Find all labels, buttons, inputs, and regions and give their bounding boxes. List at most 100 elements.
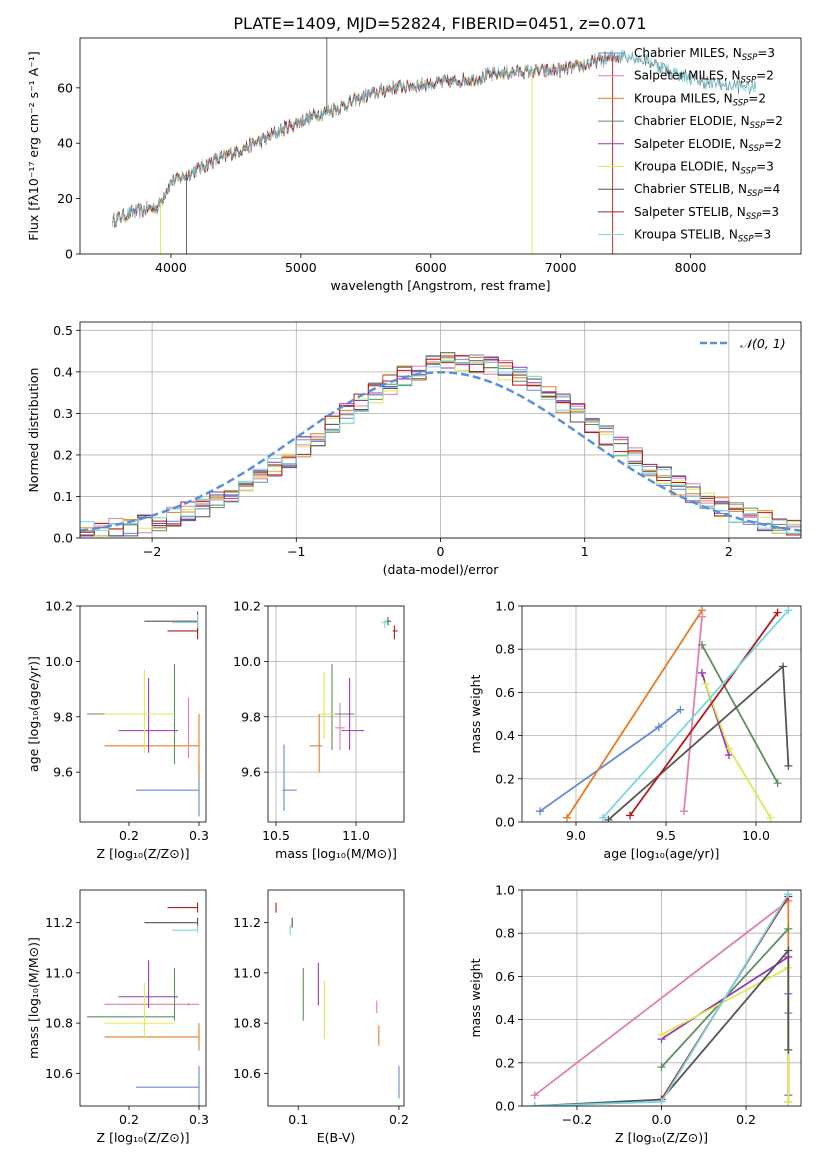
- weight-series-line: [701, 644, 779, 784]
- legend-entry: Chabrier MILES, NSSP=3: [634, 46, 775, 63]
- errorbar-point: [167, 902, 199, 913]
- legend-label: Salpeter STELIB, N: [634, 205, 746, 219]
- legend-sub: SSP: [742, 53, 758, 63]
- y-axis-label: mass weight: [468, 958, 483, 1037]
- weight-marker: [784, 1045, 793, 1054]
- panel-mass-Z: 0.2 0.3 10.6 10.8 11.0 11.2 Z [log₁₀(Z/Z⊙)] mas…: [26, 889, 209, 1145]
- weight-series-line: [661, 966, 790, 1102]
- weight-marker: [766, 813, 775, 822]
- errorbar-point: [335, 702, 345, 750]
- y-tick-label: 0.6: [495, 969, 515, 984]
- panel-spectrum: 4000 5000 6000 7000 8000 0 20 40 60 wavelength [A…: [26, 37, 802, 293]
- y-tick-label: 10.6: [233, 1066, 261, 1081]
- panel-age-Z: 0.2 0.3 9.6 9.8 10.0 10.2 Z [log₁₀(Z/Z⊙)] age […: [26, 599, 209, 862]
- legend-sub: SSP: [741, 76, 757, 86]
- errorbar-point: [144, 917, 199, 928]
- figure-title: PLATE=1409, MJD=52824, FIBERID=0451, z=0…: [233, 14, 646, 33]
- y-axis-label: age [log₁₀(age/yr)]: [26, 656, 41, 772]
- panel-weight-Z: −0.2 0.0 0.2 0.0 0.2 0.4 0.6 0.8 1.0 Z [log₁₀(Z/Z…: [468, 883, 802, 1145]
- axes-frame: [79, 605, 207, 823]
- y-tick-label: 11.2: [233, 915, 261, 930]
- weight-marker: [784, 924, 793, 933]
- errorbar-point: [118, 960, 178, 1009]
- x-tick-label: 7000: [545, 260, 577, 275]
- legend-tail: =4: [763, 182, 781, 196]
- x-tick-label: 6000: [415, 260, 447, 275]
- panel-residuals: −2 −1 0 1 2 0.0 0.1 0.2 0.3 0.4 0.5 (data-model)/er…: [26, 321, 802, 577]
- residual-histogram: [80, 355, 801, 538]
- y-tick-label: 0: [65, 247, 73, 262]
- x-tick-label: 0.0: [652, 1112, 672, 1127]
- x-axis-label: wavelength [Angstrom, rest frame]: [330, 278, 550, 293]
- grid-residuals: [80, 322, 801, 539]
- y-axis-label: mass [log₁₀(M/M⊙)]: [26, 937, 41, 1059]
- y-tick-label: 0.0: [53, 531, 73, 546]
- errorbar-point: [104, 1003, 199, 1006]
- y-tick-label: 0.5: [53, 323, 73, 338]
- y-tick-label: 1.0: [495, 599, 515, 614]
- legend-sub: SSP: [750, 121, 766, 131]
- legend-label: Kroupa MILES, N: [634, 91, 733, 105]
- legend-tail: =3: [756, 160, 774, 174]
- weight-marker: [626, 811, 634, 820]
- axes-frame: [267, 605, 405, 823]
- spectrum-line: [112, 51, 620, 228]
- weight-series-line: [629, 611, 779, 817]
- x-tick-label: 10.5: [262, 828, 290, 843]
- y-tick-label: 9.8: [241, 709, 261, 724]
- weight-marker: [784, 1097, 793, 1106]
- spectrum-line: [112, 52, 620, 228]
- weight-marker: [657, 1063, 666, 1072]
- x-tick-label: 10.0: [742, 828, 770, 843]
- plot-residuals: [80, 352, 801, 538]
- y-axis-label: mass weight: [468, 674, 483, 753]
- legend-entry: Kroupa STELIB, NSSP=3: [634, 228, 771, 245]
- weight-marker: [657, 1097, 666, 1106]
- errorbar-point: [87, 967, 176, 1021]
- legend-entry: 𝒩(0, 1): [740, 336, 786, 351]
- spectrum-line: [112, 51, 620, 229]
- y-tick-label: 0.4: [495, 728, 515, 743]
- weight-marker: [563, 813, 571, 822]
- legend-label: Kroupa STELIB, N: [634, 228, 738, 242]
- y-tick-label: 10.0: [45, 654, 73, 669]
- weight-marker: [536, 807, 544, 816]
- x-tick-label: −0.2: [562, 1112, 592, 1127]
- weight-marker: [698, 640, 706, 649]
- plot-weight-Z: [530, 890, 793, 1106]
- y-tick-label: 0.4: [53, 364, 73, 379]
- y-tick-label: 0.4: [495, 1012, 515, 1027]
- legend-sub: SSP: [746, 212, 762, 222]
- errorbar-point: [104, 714, 200, 778]
- plot-age-Z: [87, 611, 200, 817]
- x-axis-label: E(B-V): [317, 1130, 356, 1145]
- y-tick-label: 10.8: [233, 1016, 261, 1031]
- weight-series-line: [534, 948, 790, 1106]
- y-tick-label: 10.8: [45, 1016, 73, 1031]
- spectrum-line: [112, 50, 620, 228]
- legend-tail: =2: [764, 137, 782, 151]
- x-axis-label: mass [log₁₀(M/M⊙)]: [275, 846, 397, 861]
- y-tick-label: 1.0: [495, 883, 515, 898]
- x-tick-label: 5000: [285, 260, 317, 275]
- legend-sub: SSP: [747, 189, 763, 199]
- x-tick-label: 9.5: [656, 828, 676, 843]
- legend-tail: =3: [761, 205, 779, 219]
- legend-entry: Chabrier ELODIE, NSSP=2: [634, 114, 783, 131]
- weight-marker: [530, 1091, 539, 1100]
- errorbar-point: [172, 614, 199, 629]
- legend-tail: =2: [756, 69, 774, 83]
- panel-weight-age: 9.0 9.5 10.0 0.0 0.2 0.4 0.6 0.8 1.0 age [log₁₀(a…: [468, 599, 802, 861]
- spectrum-line: [112, 50, 620, 227]
- legend-sub: SSP: [738, 235, 754, 245]
- weight-marker: [773, 608, 782, 617]
- panel-mass-ebv: 0.1 0.2 10.6 10.8 11.0 11.2 E(B-V): [233, 889, 409, 1145]
- errorbar-point: [381, 619, 388, 629]
- x-tick-label: 0.3: [189, 828, 209, 843]
- y-tick-label: 9.6: [241, 765, 261, 780]
- weight-marker: [530, 1102, 539, 1106]
- plot-age-mass: [282, 617, 398, 811]
- legend-sub: SSP: [733, 98, 749, 108]
